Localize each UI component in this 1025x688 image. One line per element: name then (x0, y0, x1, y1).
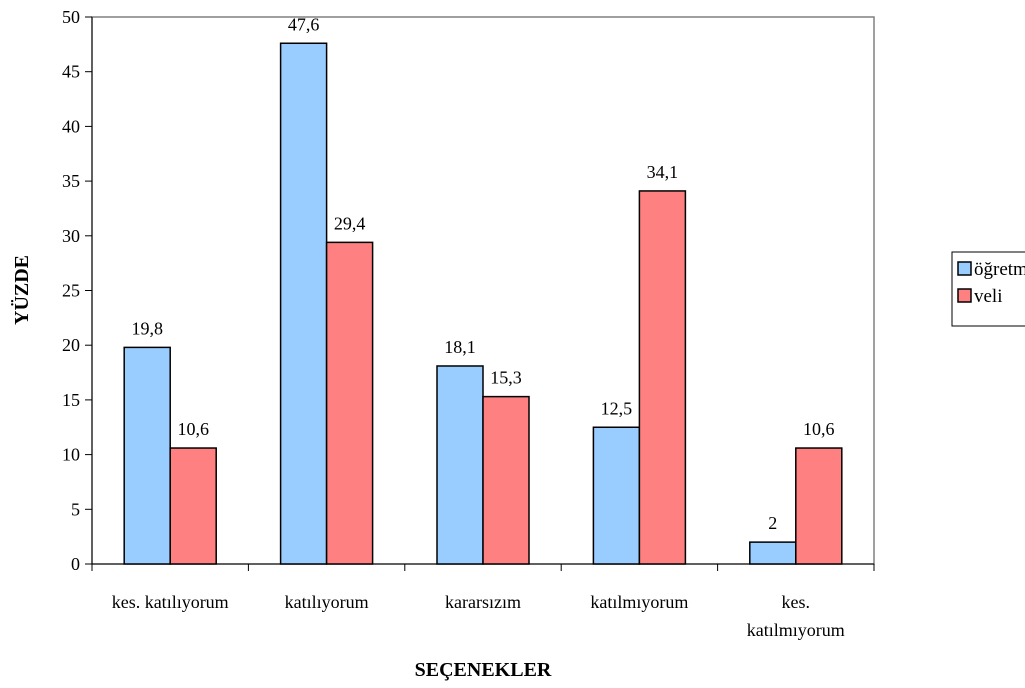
y-tick-label: 0 (71, 554, 80, 574)
data-label: 29,4 (334, 213, 366, 233)
y-tick-label: 30 (62, 226, 80, 246)
data-label: 47,6 (288, 14, 320, 34)
bar-veli-2 (482, 395, 530, 565)
x-category-label: kes. (782, 592, 811, 612)
y-tick-label: 15 (62, 390, 80, 410)
y-tick-label: 25 (62, 281, 80, 301)
bar-öğretmen-2 (436, 365, 484, 565)
data-labels: 19,8 47,6 18,1 12,5 2 10,6 29,4 15,3 34,1 10,6 (131, 14, 834, 533)
data-label: 10,6 (177, 419, 209, 439)
bar-öğretmen-0 (123, 346, 171, 565)
bar-öğretmen-4 (749, 541, 797, 565)
y-tick-label: 40 (62, 116, 80, 136)
y-tick-label: 5 (71, 499, 80, 519)
data-label: 18,1 (444, 337, 476, 357)
legend: öğretmen veli (951, 251, 1025, 327)
x-category-label: katılmıyorum (747, 620, 845, 640)
y-axis-title: YÜZDE (10, 255, 33, 325)
bar-veli-0 (169, 447, 217, 565)
legend-label: veli (974, 286, 1003, 307)
bar-öğretmen-1 (279, 42, 328, 565)
x-category-label: kes. katılıyorum (112, 592, 229, 612)
x-category-label: katılmıyorum (590, 592, 688, 612)
x-category-label: kararsızım (445, 592, 521, 612)
y-tick-label: 45 (62, 62, 80, 82)
data-label: 19,8 (131, 318, 163, 338)
x-axis: kes. katılıyorum katılıyorum kararsızım kat… (85, 563, 875, 640)
bar-veli-1 (325, 241, 374, 565)
data-label: 10,6 (803, 419, 835, 439)
y-tick-label: 50 (62, 7, 80, 27)
bar-öğretmen-3 (592, 426, 641, 565)
legend-label: öğretmen (974, 259, 1025, 280)
y-tick-label: 35 (62, 171, 80, 191)
legend-swatch (957, 261, 972, 276)
y-tick-label: 20 (62, 335, 80, 355)
x-axis-title: SEÇENEKLER (415, 659, 552, 681)
data-label: 12,5 (601, 398, 633, 418)
data-label: 34,1 (647, 162, 679, 182)
y-tick-label: 10 (62, 445, 80, 465)
bars-group (123, 42, 843, 565)
legend-swatch (957, 288, 972, 303)
data-label: 2 (768, 513, 777, 533)
bar-veli-3 (638, 190, 687, 565)
bar-veli-4 (795, 447, 843, 565)
y-axis: 0 5 10 15 20 25 30 35 40 45 50 (62, 7, 93, 574)
data-label: 15,3 (490, 368, 522, 388)
x-category-label: katılıyorum (285, 592, 369, 612)
